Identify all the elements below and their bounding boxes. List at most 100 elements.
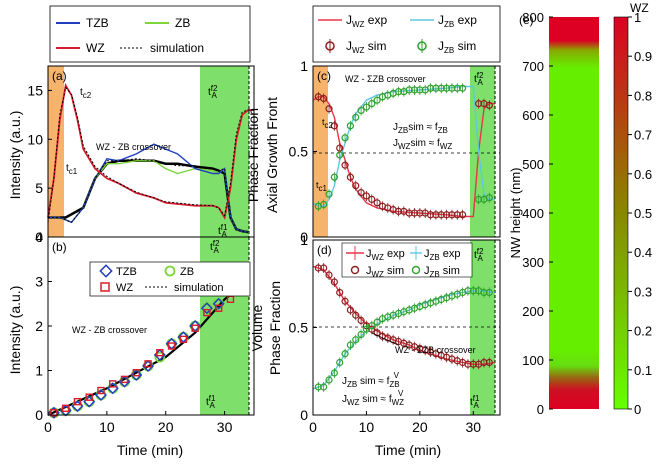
ytick-label-e: 300 [522, 255, 544, 270]
series-jzb-exp [312, 85, 495, 207]
legend-b: TZB ZB WZ simulation [89, 261, 251, 297]
ylabel-c1: Phase Fraction [245, 108, 261, 202]
point-jwz-sim [442, 211, 451, 219]
svg-text:tc2: tc2 [80, 87, 92, 100]
svg-text:JZB exp: JZB exp [438, 13, 477, 29]
point-jwz-sim [346, 306, 354, 314]
point-wz [73, 397, 82, 406]
point-jzb-sim [357, 330, 365, 339]
panel-a-label: (a) [52, 69, 67, 83]
svg-text:tc2: tc2 [322, 117, 334, 130]
ytick-label-d: 1 [300, 232, 308, 248]
panel-b-label: (b) [52, 240, 67, 254]
point-jzb-sim [394, 88, 403, 96]
point-jwz-sim [480, 358, 488, 367]
panel-a: (a) tc2 tc1 WZ - ZB crossover tf2 A tf1 A … [27, 65, 255, 245]
svg-text:JWZ exp: JWZ exp [366, 248, 405, 262]
svg-text:JZB sim: JZB sim [424, 265, 460, 279]
point-jzb-sim [410, 86, 419, 94]
series-jwz-exp [312, 96, 495, 218]
annotation-crossover-a: WZ - ZB crossover [96, 142, 171, 152]
ytick-label-b: 2 [35, 318, 43, 334]
point-jwz-sim [357, 188, 365, 197]
colorbar-tick-label: 0.9 [634, 49, 652, 64]
point-jzb-sim [330, 369, 338, 377]
xtick-label-b: 20 [158, 419, 174, 435]
point-jwz-sim [485, 358, 493, 367]
colorbar-tick-label: 0.7 [634, 128, 652, 143]
point-wz [203, 308, 211, 317]
point-jzb-sim [485, 194, 493, 202]
legend-tzb: TZB [86, 16, 109, 30]
ytick-label-e: 200 [522, 304, 544, 319]
ytick-label-a: 10 [27, 131, 43, 147]
ytick-label-e: 0 [537, 402, 544, 417]
point-jwz-sim [330, 278, 338, 286]
point-wz [214, 304, 223, 312]
point-jwz-sim [325, 105, 333, 113]
point-jwz-sim [314, 264, 322, 272]
point-wz [156, 349, 164, 357]
point-jwz-sim [405, 209, 413, 217]
point-jzb-sim [448, 84, 456, 92]
svg-text:tc1: tc1 [316, 180, 328, 193]
point-jwz-sim [320, 94, 328, 103]
point-jwz-sim [336, 288, 344, 297]
svg-text:JZBsim ≈ fZB: JZBsim ≈ fZB [393, 122, 448, 135]
point-jwz-sim [464, 360, 472, 368]
point-jwz-sim [373, 199, 381, 207]
point-wz [132, 369, 140, 377]
xtick-label-b: 0 [44, 419, 52, 435]
point-wz [50, 409, 58, 417]
colorbar [613, 16, 629, 410]
point-jzb-sim [373, 318, 381, 326]
point-jzb-sim [346, 341, 354, 349]
point-jwz-sim [416, 209, 424, 217]
colorbar-tick-label: 0.6 [634, 167, 652, 182]
point-jwz-sim [469, 360, 477, 368]
point-jwz-sim [459, 211, 467, 219]
ylabel-d1: Volume [249, 304, 265, 351]
ytick-label-e: 100 [522, 353, 544, 368]
ytick-label-e: 600 [522, 108, 544, 123]
panel-d-label: (d) [317, 243, 332, 257]
point-jwz-sim [330, 122, 338, 130]
ytick-label-e: 800 [522, 10, 544, 25]
legend-c: JWZ exp JZB exp JWZ sim JZB sim [312, 5, 501, 63]
ytick-label-d: 0 [300, 407, 308, 423]
svg-text:JWZ sim: JWZ sim [366, 265, 404, 279]
point-jzb-sim [464, 287, 472, 295]
point-jzb-sim [373, 96, 381, 104]
panel-b: (b) WZ - ZB crossover tf2 A tf1 A TZB ZB W… [35, 229, 255, 435]
point-jwz-sim [410, 209, 419, 217]
point-wz [97, 386, 105, 395]
point-jzb-sim [357, 106, 365, 115]
legend-zb: ZB [175, 16, 190, 30]
panel-c-label: (c) [317, 69, 331, 83]
point-jwz-sim [341, 161, 349, 169]
ylabel-e: NW height (nm) [508, 167, 523, 258]
band-green-d [470, 240, 495, 415]
point-jwz-sim [437, 211, 445, 219]
point-jzb-sim [437, 84, 445, 92]
point-wz [167, 342, 176, 350]
ytick-label-c: 0 [300, 229, 308, 245]
series-sim-zb [48, 158, 249, 233]
ylabel-b: Intensity (a.u.) [7, 286, 23, 375]
svg-text:JZB sim: JZB sim [438, 39, 476, 55]
colorbar-tick-label: 0.2 [634, 324, 652, 339]
annotation-crossover-b: WZ - ZB crossover [72, 325, 147, 335]
point-jzb-sim [336, 358, 344, 367]
xtick-label-d: 10 [359, 419, 375, 435]
colorbar-tick-label: 0.5 [634, 206, 652, 221]
point-jwz-sim [448, 211, 456, 219]
svg-text:JWZ sim: JWZ sim [346, 39, 386, 55]
svg-text:WZ - ΣZB crossover: WZ - ΣZB crossover [395, 345, 476, 355]
point-jzb-sim [320, 200, 328, 209]
ytick-label-e: 700 [522, 59, 544, 74]
